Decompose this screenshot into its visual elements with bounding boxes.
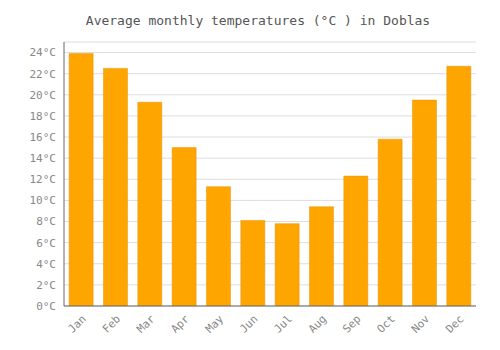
svg-text:Jun: Jun — [237, 312, 260, 335]
svg-text:14°C: 14°C — [30, 152, 57, 165]
svg-text:18°C: 18°C — [30, 110, 57, 123]
svg-text:May: May — [203, 312, 227, 336]
svg-text:12°C: 12°C — [30, 173, 57, 186]
svg-text:4°C: 4°C — [36, 258, 56, 271]
svg-text:Aug: Aug — [306, 312, 329, 335]
svg-text:Jan: Jan — [66, 312, 89, 335]
svg-text:Sep: Sep — [340, 312, 363, 335]
svg-text:Feb: Feb — [100, 312, 123, 335]
svg-text:Apr: Apr — [169, 312, 193, 336]
svg-text:22°C: 22°C — [30, 68, 57, 81]
svg-text:2°C: 2°C — [36, 279, 56, 292]
svg-text:6°C: 6°C — [36, 237, 56, 250]
svg-text:Mar: Mar — [134, 312, 158, 336]
html-text:Average monthly temperatures (: Average monthly temperatures (°C ) in Do… — [85, 13, 431, 28]
svg-text:Oct: Oct — [375, 312, 398, 335]
svg-text:10°C: 10°C — [30, 194, 57, 207]
svg-text:Dec: Dec — [443, 312, 466, 335]
svg-text:24°C: 24°C — [30, 46, 57, 59]
svg-text:0°C: 0°C — [36, 300, 56, 313]
svg-text:20°C: 20°C — [30, 89, 57, 102]
svg-text:8°C: 8°C — [36, 215, 56, 228]
svg-text:Nov: Nov — [409, 312, 433, 336]
svg-text:16°C: 16°C — [30, 131, 57, 144]
svg-text:Jul: Jul — [272, 312, 295, 335]
